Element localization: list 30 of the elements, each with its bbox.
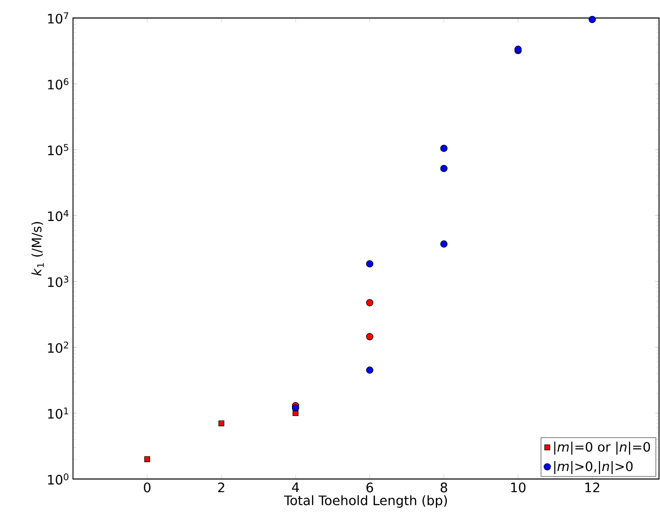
x-tick-label: 12	[585, 482, 600, 492]
x-tick-label: 4	[292, 482, 299, 492]
point	[366, 366, 374, 374]
x-tick-label: 10	[511, 482, 526, 492]
point	[440, 164, 448, 172]
legend-label: |m|=0 or |n|=0	[554, 442, 650, 455]
x-tick-label: 6	[366, 482, 374, 492]
point	[588, 16, 596, 24]
y-tick-label: 10$^{1}$	[48, 408, 68, 419]
point	[366, 299, 374, 306]
point	[144, 456, 150, 462]
y-tick-label: 10$^{0}$	[48, 473, 68, 485]
point	[440, 240, 448, 248]
x-tick-label: 2	[218, 482, 224, 492]
y-tick-label: 10$^{4}$	[48, 210, 68, 222]
point	[366, 333, 374, 340]
y-tick-label: 10$^{3}$	[48, 276, 68, 288]
y-tick-label: 10$^{5}$	[48, 144, 68, 156]
x-axis-title: Total Toehold Length (bp)	[284, 495, 447, 508]
y-tick-label: 10$^{2}$	[48, 342, 68, 353]
y-tick-label: 10$^{6}$	[48, 78, 68, 90]
legend-label: |m|>0,|n|>0	[554, 461, 633, 474]
x-tick-label: 8	[440, 482, 448, 492]
point	[440, 144, 448, 152]
y-tick-label: 10$^{7}$	[48, 12, 68, 24]
point	[292, 404, 300, 412]
point	[366, 260, 374, 268]
y-axis-title: k$_{1}$ (/M/s)	[31, 222, 44, 276]
point	[218, 420, 224, 426]
x-tick-label: 0	[144, 482, 150, 492]
